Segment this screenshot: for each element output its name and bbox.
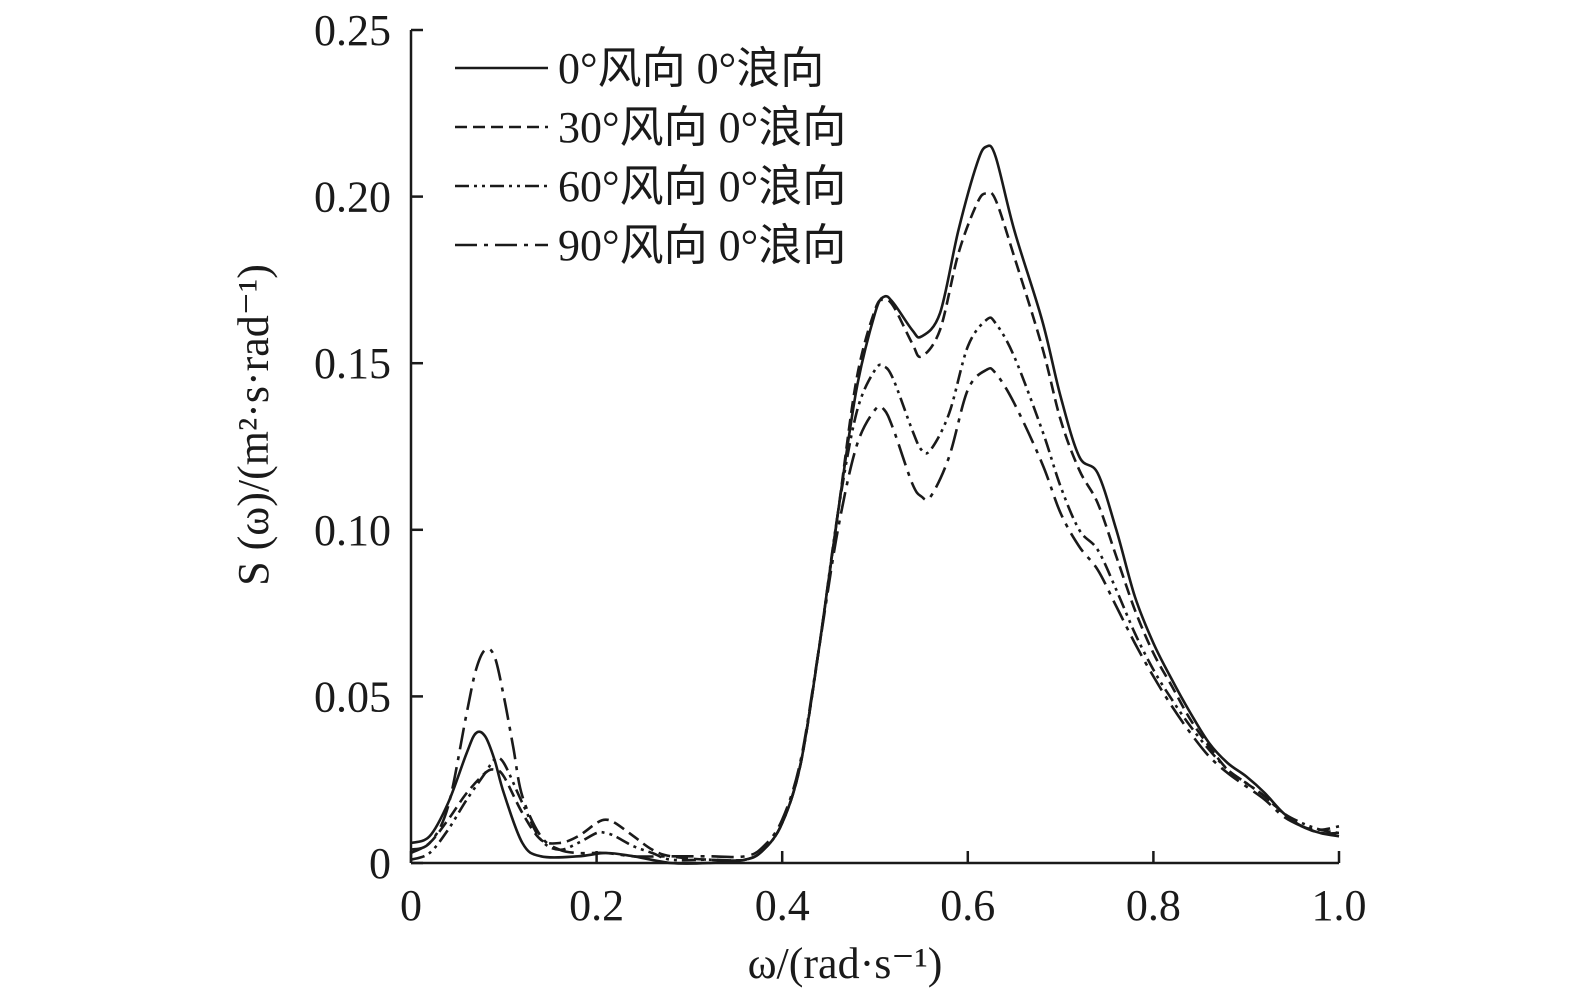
legend-label: 0°风向 0°浪向 [558, 44, 824, 93]
x-axis-ticks: 0 0.2 0.4 0.6 0.8 1.0 [400, 851, 1367, 930]
x-tick-label: 0.4 [755, 881, 810, 930]
legend: 0°风向 0°浪向 30°风向 0°浪向 60°风向 0°浪向 90°风向 0°浪向 [455, 44, 846, 270]
y-tick-label: 0.25 [314, 6, 391, 55]
series-line-0deg-wind [410, 144, 1340, 865]
series-line-30deg-wind [410, 191, 1340, 862]
y-tick-label: 0.05 [314, 672, 391, 721]
x-tick-label: 0.2 [569, 881, 624, 930]
legend-label: 30°风向 0°浪向 [558, 103, 846, 152]
series-line-90deg-wind [410, 366, 1340, 859]
y-tick-label: 0.10 [314, 506, 391, 555]
x-tick-label: 0.6 [940, 881, 995, 930]
x-axis-title: ω/(rad·s⁻¹) [748, 939, 943, 988]
legend-label: 60°风向 0°浪向 [558, 162, 846, 211]
legend-label: 90°风向 0°浪向 [558, 221, 846, 270]
x-tick-label: 1.0 [1312, 881, 1367, 930]
y-tick-label: 0 [369, 839, 391, 888]
y-axis-title: S (ω)/(m²·s·rad⁻¹) [229, 264, 278, 586]
y-tick-label: 0.20 [314, 173, 391, 222]
series-layer [410, 144, 1340, 865]
y-tick-label: 0.15 [314, 339, 391, 388]
series-line-60deg-wind [410, 316, 1340, 862]
y-axis-ticks: 0 0.05 0.10 0.15 0.20 0.25 [314, 6, 423, 888]
x-tick-label: 0 [400, 881, 422, 930]
x-tick-label: 0.8 [1126, 881, 1181, 930]
